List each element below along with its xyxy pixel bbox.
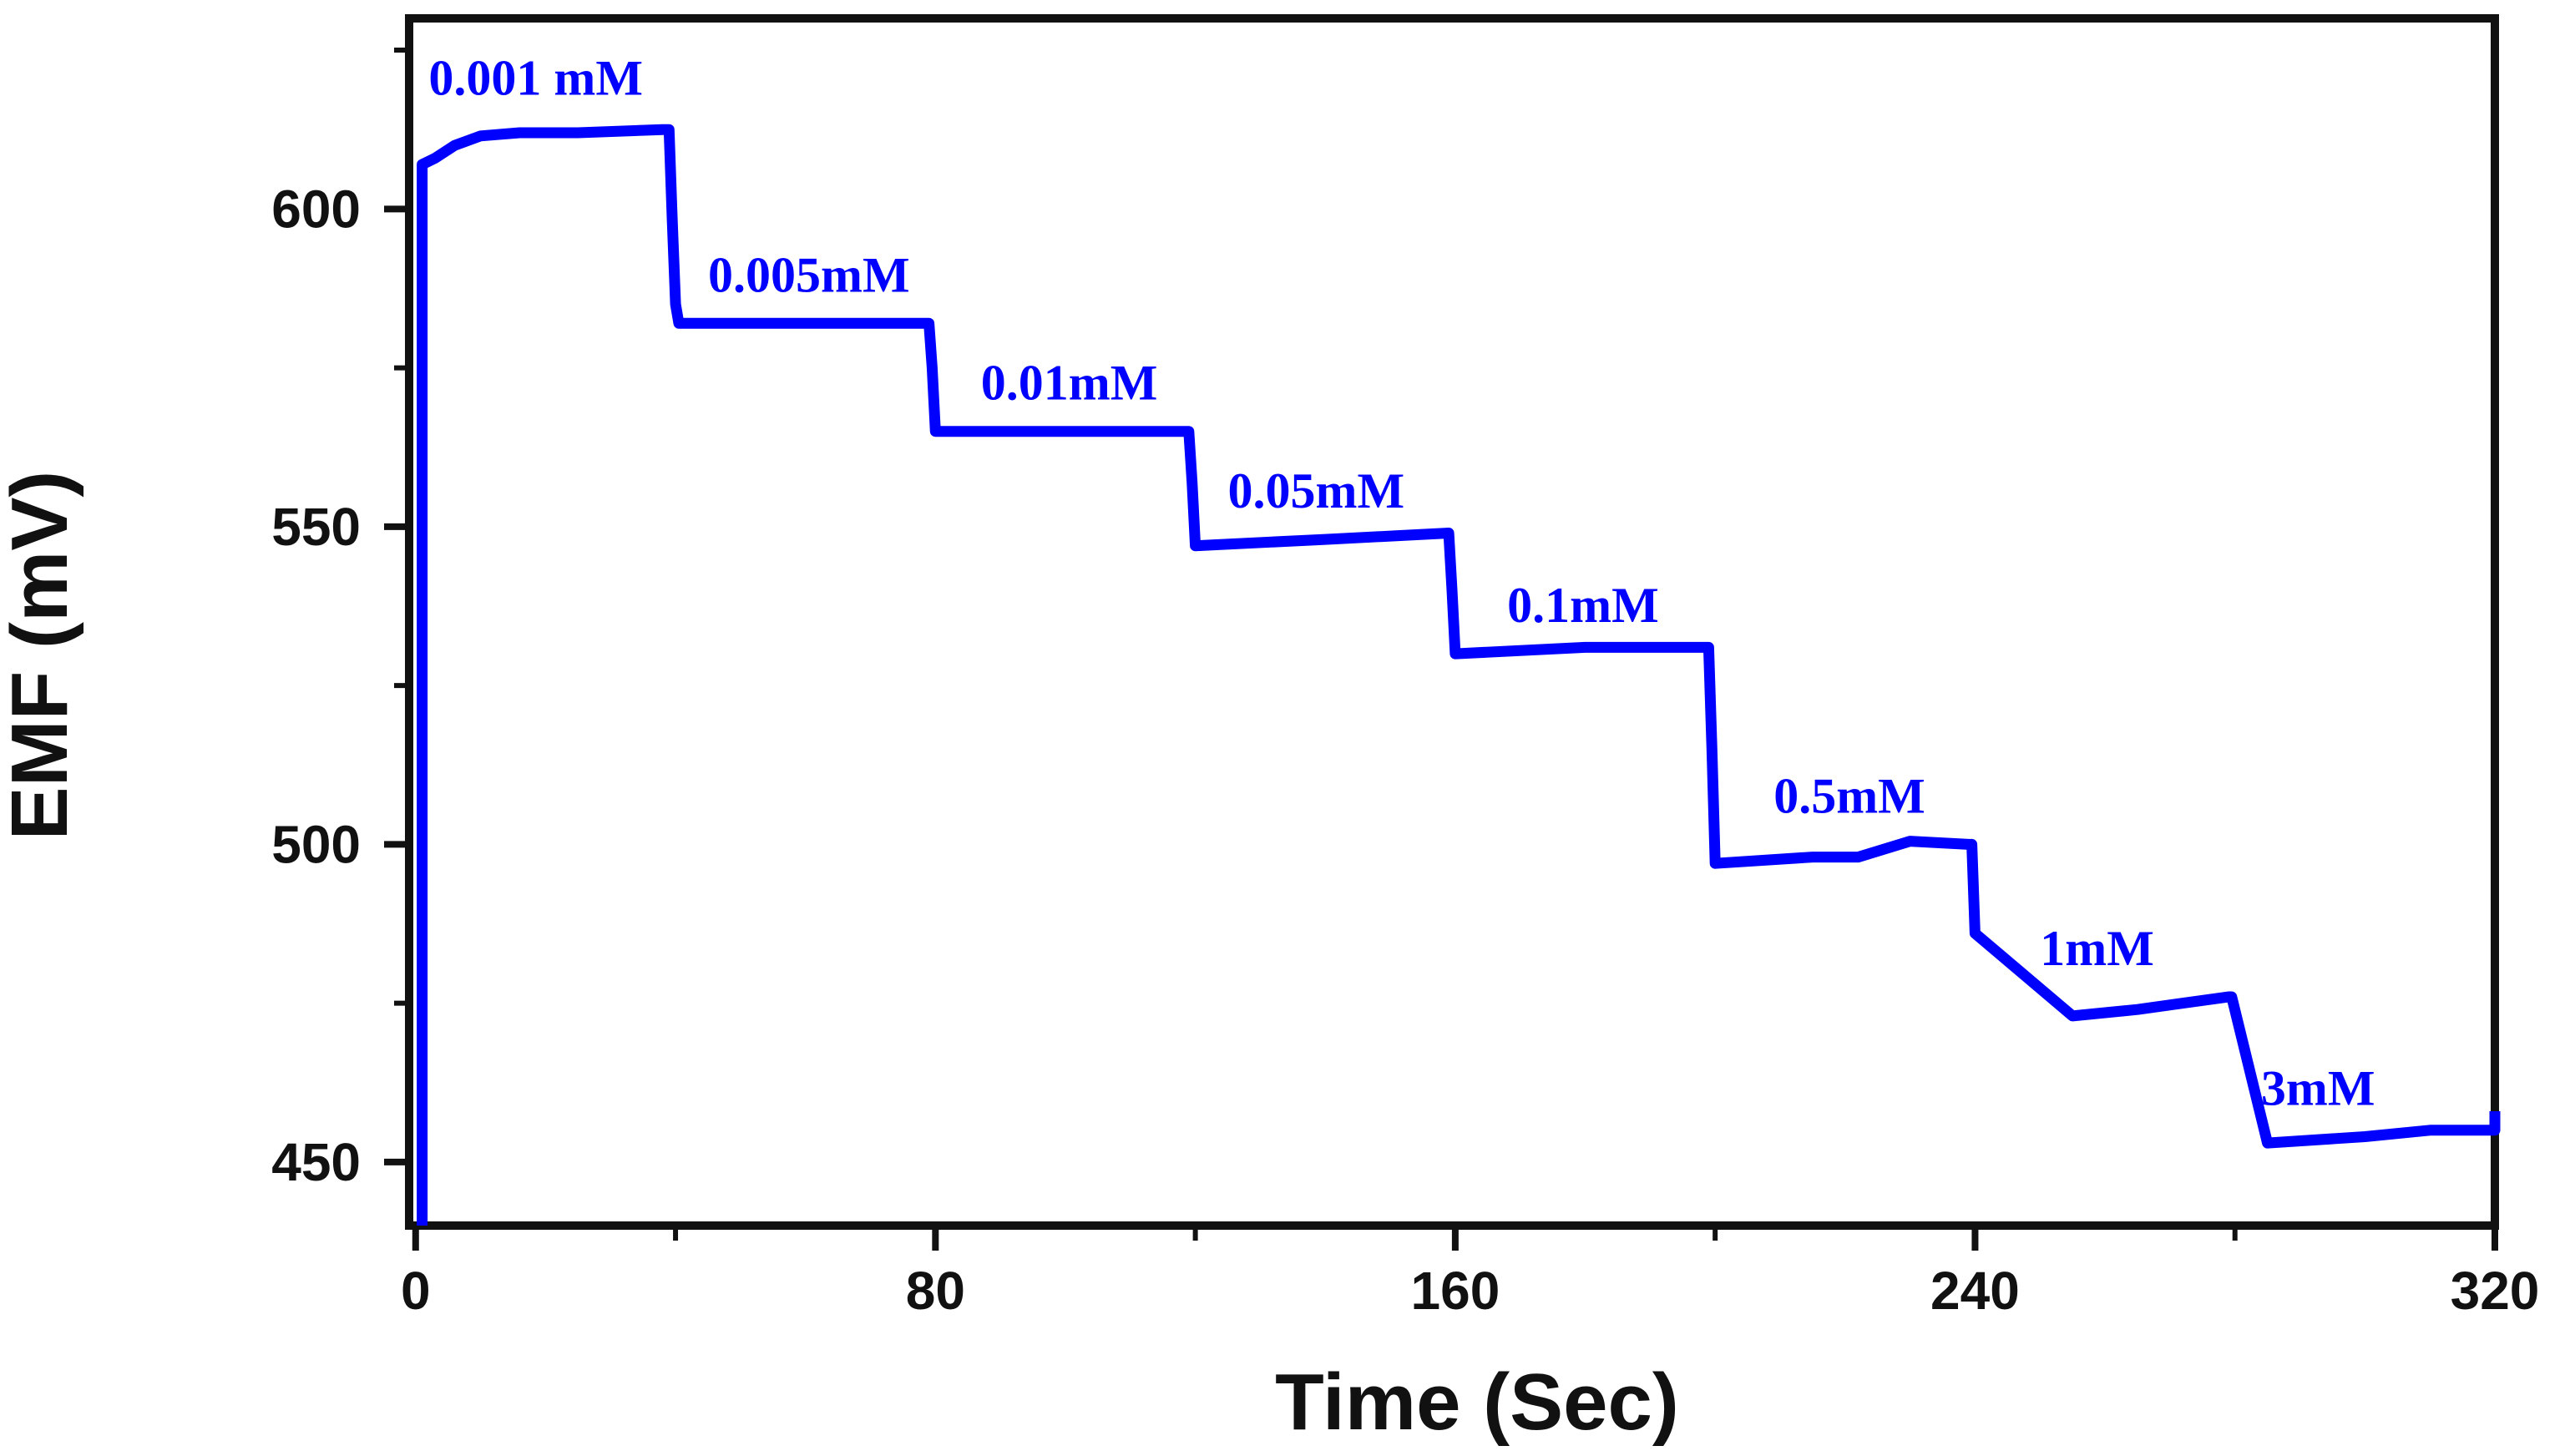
step-concentration-label: 0.1mM: [1507, 578, 1659, 633]
y-axis-title: EMF (mV): [0, 471, 84, 841]
step-concentration-label: 0.001 mM: [428, 50, 643, 105]
x-tick-label: 320: [2451, 1261, 2540, 1321]
step-concentration-label: 1mM: [2040, 921, 2154, 976]
y-tick-label: 450: [271, 1132, 361, 1192]
step-concentration-label: 0.005mM: [708, 247, 910, 302]
step-concentration-label: 3mM: [2261, 1060, 2375, 1115]
y-tick-label: 550: [271, 497, 361, 557]
annotations-layer: 0.001 mM 0.005mM 0.01mM 0.05mM 0.1mM 0.5mM 1mM…: [428, 50, 2375, 1115]
step-concentration-label: 0.01mM: [981, 356, 1158, 411]
x-tick-label: 0: [401, 1261, 431, 1321]
series-layer: [417, 124, 2501, 1226]
x-tick-label: 160: [1411, 1261, 1500, 1321]
series-line-emf: [417, 124, 2501, 1226]
step-concentration-label: 0.5mM: [1773, 768, 1925, 823]
x-tick-label: 80: [906, 1261, 965, 1321]
y-tick-label: 600: [271, 179, 361, 239]
step-concentration-label: 0.05mM: [1228, 463, 1405, 518]
x-tick-label: 240: [1930, 1261, 2020, 1321]
x-axis-title: Time (Sec): [1275, 1357, 1679, 1447]
y-tick-label: 500: [271, 814, 361, 874]
ticks-layer: 0 80 160 240 320 450 500 550 600: [271, 48, 2540, 1321]
